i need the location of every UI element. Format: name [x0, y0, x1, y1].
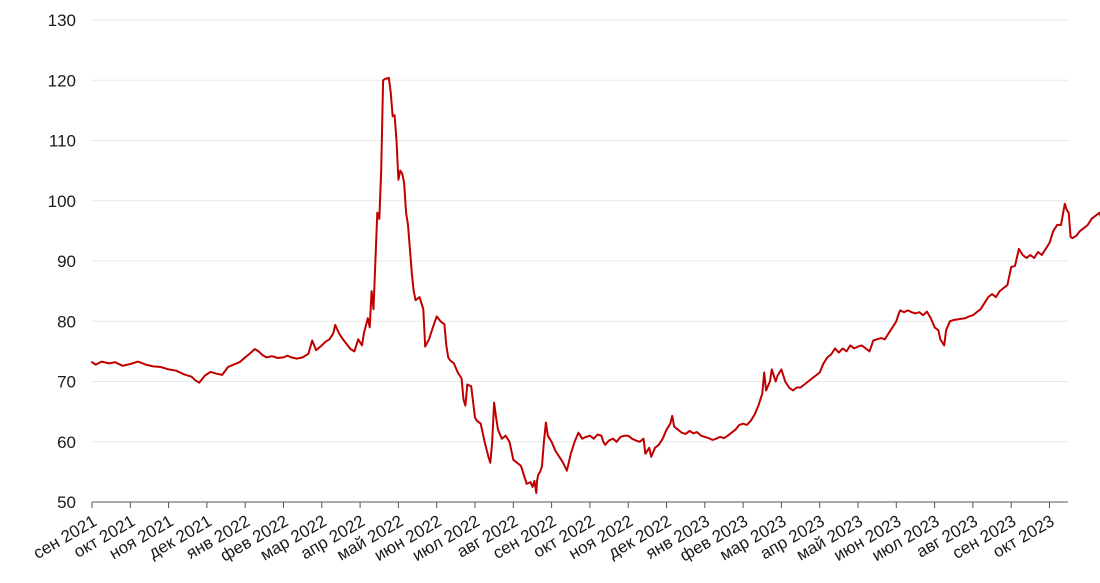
y-tick-label: 80: [57, 312, 76, 331]
y-tick-label: 60: [57, 433, 76, 452]
y-tick-label: 110: [49, 132, 76, 151]
gridlines: [92, 19, 1068, 443]
series-line: [91, 76, 1100, 494]
y-tick-label: 100: [48, 192, 76, 211]
y-tick-label: 120: [48, 71, 76, 90]
y-axis-ticks: 50 60 70 80 90 100 110 120 130: [48, 11, 76, 512]
y-tick-label: 130: [48, 11, 76, 30]
y-tick-label: 50: [57, 493, 76, 512]
y-tick-label: 70: [57, 373, 76, 392]
y-tick-label: 90: [57, 252, 76, 271]
